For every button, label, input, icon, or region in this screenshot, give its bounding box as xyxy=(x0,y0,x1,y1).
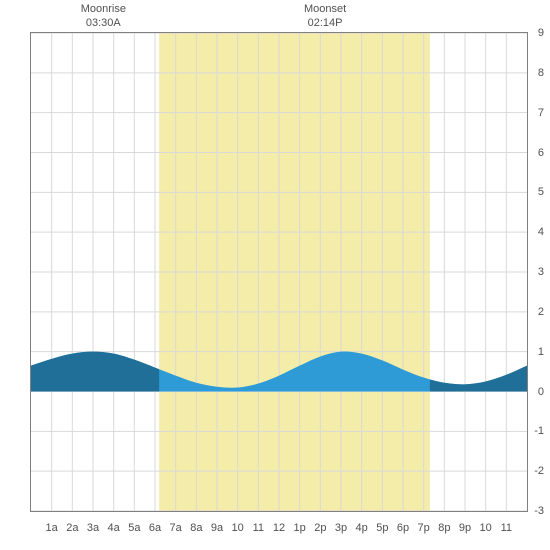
y-tick-label: 4 xyxy=(538,226,544,238)
y-tick-label: -1 xyxy=(534,425,544,437)
moonset-annotation: Moonset 02:14P xyxy=(295,2,355,31)
x-tick-label: 1p xyxy=(294,522,306,534)
x-tick-label: 10 xyxy=(480,522,492,534)
moonset-time: 02:14P xyxy=(295,16,355,30)
x-tick-label: 12 xyxy=(273,522,285,534)
x-tick-label: 4a xyxy=(108,522,120,534)
x-tick-label: 9a xyxy=(211,522,223,534)
x-tick-label: 2a xyxy=(66,522,78,534)
moonrise-annotation: Moonrise 03:30A xyxy=(73,2,133,31)
y-tick-label: 5 xyxy=(538,186,544,198)
y-tick-label: 1 xyxy=(538,346,544,358)
x-tick-label: 10 xyxy=(232,522,244,534)
tide-chart: -3-2-10123456789 1a2a3a4a5a6a7a8a9a10111… xyxy=(0,0,550,550)
moonrise-label: Moonrise xyxy=(73,2,133,16)
plot-svg xyxy=(31,33,527,511)
x-tick-label: 11 xyxy=(253,522,264,534)
y-tick-label: -2 xyxy=(534,465,544,477)
x-tick-label: 1a xyxy=(46,522,58,534)
y-tick-label: 2 xyxy=(538,306,544,318)
y-tick-label: 6 xyxy=(538,147,544,159)
x-tick-label: 6p xyxy=(397,522,409,534)
x-tick-label: 3p xyxy=(335,522,347,534)
x-tick-label: 5a xyxy=(128,522,140,534)
y-tick-label: 9 xyxy=(538,27,544,39)
x-tick-label: 11 xyxy=(501,522,512,534)
plot-area xyxy=(30,32,528,512)
x-tick-label: 5p xyxy=(376,522,388,534)
x-tick-label: 9p xyxy=(459,522,471,534)
y-tick-label: 8 xyxy=(538,67,544,79)
y-tick-label: 7 xyxy=(538,107,544,119)
x-tick-label: 4p xyxy=(356,522,368,534)
x-tick-label: 8a xyxy=(190,522,202,534)
moonset-label: Moonset xyxy=(295,2,355,16)
y-tick-label: -3 xyxy=(534,505,544,517)
x-tick-label: 7a xyxy=(170,522,182,534)
x-tick-label: 7p xyxy=(418,522,430,534)
y-tick-label: 0 xyxy=(538,386,544,398)
y-tick-label: 3 xyxy=(538,266,544,278)
x-tick-label: 8p xyxy=(438,522,450,534)
x-tick-label: 2p xyxy=(314,522,326,534)
x-tick-label: 6a xyxy=(149,522,161,534)
x-tick-label: 3a xyxy=(87,522,99,534)
moonrise-time: 03:30A xyxy=(73,16,133,30)
